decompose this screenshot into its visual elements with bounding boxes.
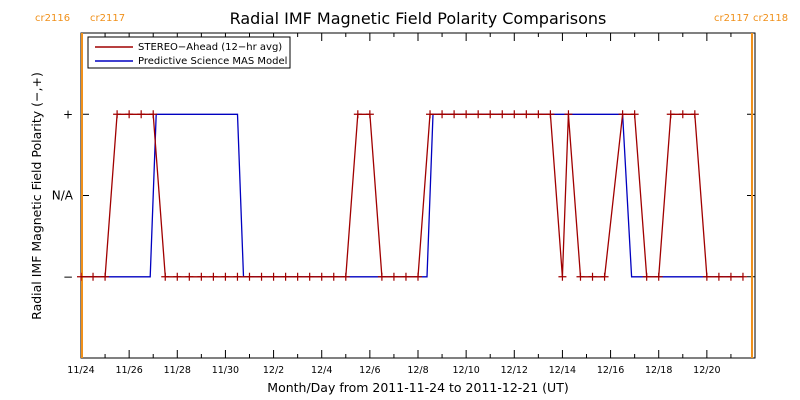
- data-point-stereo: [714, 272, 723, 281]
- plot-frame: [80, 32, 756, 359]
- data-point-stereo: [486, 110, 495, 119]
- data-point-stereo: [588, 272, 597, 281]
- y-tick-label: +: [63, 107, 73, 121]
- data-point-stereo: [600, 272, 609, 281]
- data-point-stereo: [329, 272, 338, 281]
- data-point-stereo: [305, 272, 314, 281]
- y-tick-label: −: [63, 270, 73, 284]
- data-point-stereo: [450, 110, 459, 119]
- x-tick-label: 12/12: [501, 365, 528, 376]
- data-point-stereo: [209, 272, 218, 281]
- data-point-stereo: [654, 272, 663, 281]
- data-point-stereo: [642, 272, 651, 281]
- data-point-stereo: [161, 272, 170, 281]
- data-point-stereo: [89, 272, 98, 281]
- legend-label-stereo: STEREO−Ahead (12−hr avg): [138, 42, 282, 53]
- x-tick-label: 11/26: [115, 365, 142, 376]
- data-point-stereo: [269, 272, 278, 281]
- x-tick-label: 12/10: [452, 365, 479, 376]
- data-point-stereo: [197, 272, 206, 281]
- series-line-stereo: [81, 113, 743, 278]
- series-line-mas: [81, 113, 743, 278]
- data-point-stereo: [690, 110, 699, 119]
- data-point-stereo: [389, 272, 398, 281]
- data-point-stereo: [438, 110, 447, 119]
- data-point-stereo: [678, 110, 687, 119]
- data-point-stereo: [341, 272, 350, 281]
- x-tick-label: 11/28: [164, 365, 191, 376]
- x-axis-ticks: 11/24 11/26 11/28 11/30 12/2 12/4 12/6 12/8 12/1…: [67, 33, 756, 376]
- data-point-stereo: [77, 272, 85, 281]
- data-point-stereo: [281, 272, 290, 281]
- data-point-stereo: [257, 272, 266, 281]
- data-point-stereo: [498, 110, 507, 119]
- x-tick-label: 12/4: [311, 365, 332, 376]
- data-point-stereo: [245, 272, 254, 281]
- x-tick-label: 12/18: [645, 365, 672, 376]
- carrington-label-right: cr2118: [753, 13, 788, 24]
- data-point-stereo: [426, 110, 435, 119]
- carrington-rotation-markers: cr2116 cr2117 cr2117 cr2118: [35, 13, 788, 358]
- legend-label-mas: Predictive Science MAS Model: [138, 56, 287, 67]
- carrington-label-left: cr2117: [714, 13, 749, 24]
- x-axis-label: Month/Day from 2011-11-24 to 2011-12-21 …: [267, 380, 568, 395]
- data-point-stereo: [576, 272, 585, 281]
- data-point-stereo: [113, 110, 122, 119]
- data-point-stereo: [401, 272, 410, 281]
- data-point-stereo: [125, 110, 134, 119]
- data-point-stereo: [365, 110, 374, 119]
- data-point-stereo: [149, 110, 158, 119]
- data-point-stereo: [137, 110, 146, 119]
- data-point-stereo: [738, 272, 747, 281]
- data-point-stereo: [173, 272, 182, 281]
- data-point-stereo: [546, 110, 555, 119]
- x-tick-label: 12/20: [693, 365, 720, 376]
- data-point-stereo: [221, 272, 230, 281]
- data-point-stereo: [474, 110, 483, 119]
- data-point-stereo: [666, 110, 675, 119]
- data-point-stereo: [510, 110, 519, 119]
- x-tick-label: 12/2: [263, 365, 284, 376]
- x-tick-label: 11/24: [67, 365, 94, 376]
- data-point-stereo: [726, 272, 735, 281]
- data-point-stereo: [462, 110, 471, 119]
- chart-title: Radial IMF Magnetic Field Polarity Compa…: [230, 9, 607, 28]
- series-layer: [77, 110, 747, 281]
- x-tick-label: 12/14: [549, 365, 576, 376]
- legend-box: [87, 36, 291, 69]
- data-point-stereo: [564, 110, 573, 119]
- data-point-stereo: [558, 272, 567, 281]
- data-point-stereo: [630, 110, 639, 119]
- data-point-stereo: [414, 272, 422, 281]
- data-point-stereo: [185, 272, 194, 281]
- legend: STEREO−Ahead (12−hr avg) Predictive Scie…: [87, 36, 291, 69]
- carrington-label-left: cr2116: [35, 13, 70, 24]
- y-axis-ticks: − N/A +: [52, 107, 755, 284]
- y-axis-label: Radial IMF Magnetic Field Polarity (−,+): [29, 72, 44, 320]
- data-point-stereo: [522, 110, 531, 119]
- x-tick-label: 12/6: [359, 365, 380, 376]
- data-point-stereo: [317, 272, 326, 281]
- x-tick-label: 12/8: [407, 365, 428, 376]
- y-tick-label: N/A: [52, 189, 74, 203]
- data-point-stereo: [233, 272, 242, 281]
- x-tick-label: 11/30: [212, 365, 239, 376]
- data-point-stereo: [293, 272, 302, 281]
- data-point-stereo: [618, 110, 627, 119]
- data-point-stereo: [534, 110, 543, 119]
- x-tick-label: 12/16: [597, 365, 624, 376]
- data-point-stereo: [353, 110, 362, 119]
- data-point-stereo: [377, 272, 386, 281]
- carrington-label-right: cr2117: [90, 13, 125, 24]
- data-point-stereo: [101, 272, 110, 281]
- data-point-stereo: [702, 272, 711, 281]
